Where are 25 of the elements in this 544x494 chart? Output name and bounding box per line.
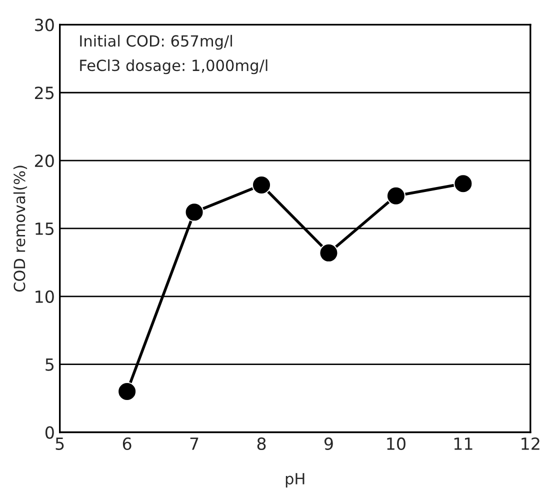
x-tick-label: 7 [190, 438, 198, 450]
point [252, 175, 272, 195]
point [184, 202, 204, 222]
point [319, 243, 338, 262]
x-tick-label: 5 [56, 438, 64, 450]
y-tick-label: 0 [45, 426, 54, 439]
annotation: Initial COD: 657mg/l [80, 34, 232, 50]
point [118, 382, 137, 402]
y-tick-label: 5 [46, 358, 54, 371]
point [386, 186, 406, 206]
x-tick-label: 8 [257, 437, 266, 450]
x-tick-label: 9 [324, 437, 333, 450]
y-tick-label: 25 [34, 86, 54, 100]
x-tick-label: 10 [387, 437, 406, 450]
x-axis-title: pH [286, 473, 304, 488]
y-tick-label: 15 [36, 222, 54, 236]
y-axis-title: COD removal(%) [13, 166, 28, 292]
annotation: FeCl3 dosage: 1,000mg/l [80, 59, 268, 74]
x-tick-label: 6 [122, 437, 132, 450]
point [454, 174, 473, 194]
x-tick-label: 11 [454, 438, 472, 450]
x-tick-label: 12 [522, 437, 540, 450]
y-tick-label: 10 [36, 290, 54, 303]
y-tick-label: 30 [35, 18, 54, 32]
y-tick-label: 20 [34, 154, 54, 168]
